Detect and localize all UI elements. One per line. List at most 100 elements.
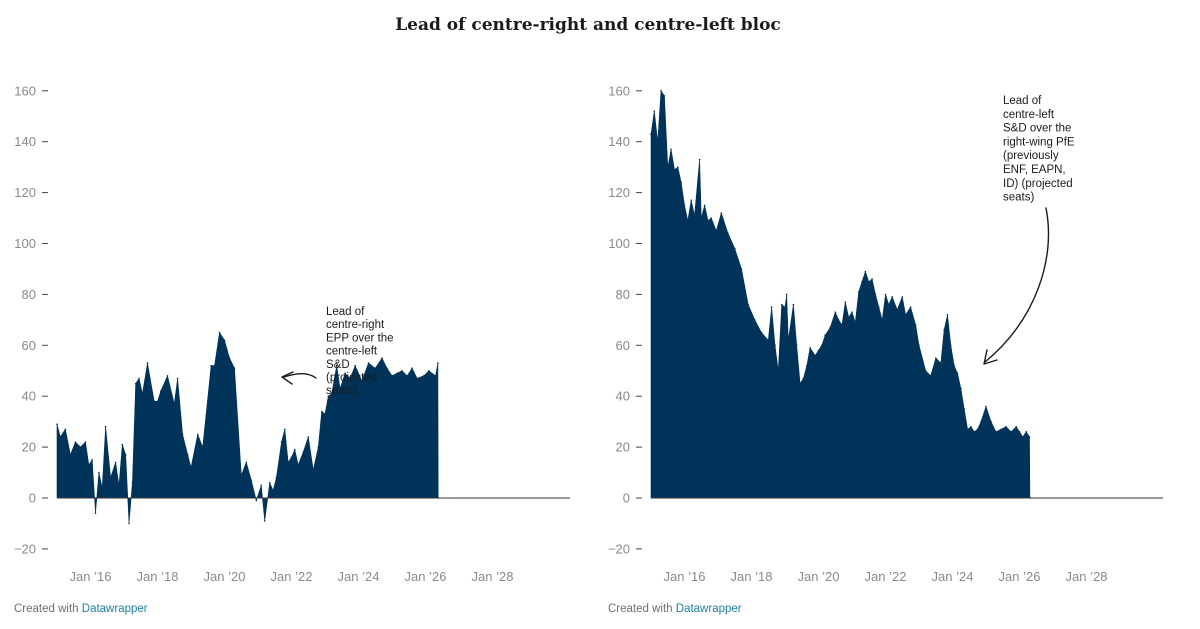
data-point [653, 110, 656, 112]
data-point [354, 364, 357, 367]
data-point [280, 441, 283, 443]
data-point [1022, 436, 1024, 438]
data-point [767, 339, 770, 342]
data-point [141, 392, 144, 395]
data-point [754, 319, 756, 321]
data-point [700, 217, 703, 219]
y-tick-label: 20 [616, 440, 630, 455]
data-point [374, 367, 377, 370]
data-point [201, 446, 204, 448]
data-point [324, 413, 326, 415]
y-tick-label: 80 [616, 287, 630, 302]
data-point [297, 464, 300, 466]
data-point [263, 520, 266, 522]
data-point [950, 344, 952, 347]
data-point [693, 214, 696, 217]
data-point [153, 400, 155, 403]
data-point [834, 311, 837, 314]
data-point [59, 436, 62, 438]
data-point [698, 158, 701, 161]
data-point [84, 441, 87, 443]
data-point [824, 334, 826, 336]
data-point [844, 301, 847, 303]
annotation-text: Lead of centre-right EPP over the centre-le… [326, 306, 394, 397]
data-point [250, 479, 253, 482]
data-point [121, 443, 124, 446]
data-point [223, 339, 226, 342]
data-point [973, 431, 976, 433]
data-point [707, 219, 709, 222]
data-point [821, 344, 823, 347]
data-point [837, 319, 840, 321]
data-point [884, 293, 887, 296]
data-point [74, 441, 77, 443]
data-point [881, 319, 883, 321]
data-point [861, 280, 863, 283]
data-point [361, 380, 363, 382]
data-point [785, 293, 788, 296]
y-tick-label: 60 [616, 338, 630, 353]
data-point [411, 367, 413, 370]
annotation-text: Lead of centre-left S&D over the right-wing… [1003, 95, 1075, 204]
data-point [367, 362, 370, 364]
data-point [1015, 425, 1017, 428]
data-point [677, 166, 679, 168]
data-point [176, 377, 179, 380]
y-tick-label: 140 [14, 134, 36, 149]
data-point [160, 390, 162, 392]
data-point [131, 481, 134, 484]
data-point [703, 204, 706, 207]
data-point [181, 433, 184, 436]
data-point [268, 481, 271, 484]
y-tick-label: −20 [608, 541, 630, 556]
data-point [79, 446, 82, 448]
data-point [909, 306, 912, 308]
data-point [851, 311, 853, 314]
data-point [829, 326, 831, 329]
data-point [874, 293, 877, 296]
y-tick-label: 40 [616, 389, 630, 404]
data-point [976, 428, 979, 431]
data-point [1028, 436, 1031, 438]
data-point [868, 280, 870, 283]
y-tick-label: 40 [22, 389, 36, 404]
datawrapper-link[interactable]: Datawrapper [81, 603, 148, 615]
data-point [809, 347, 811, 349]
data-point [124, 453, 127, 456]
data-point [847, 316, 850, 319]
data-point [667, 166, 669, 168]
annotation-arrow [984, 207, 1050, 363]
data-point [787, 339, 790, 342]
data-point [806, 364, 808, 367]
data-point [287, 461, 290, 464]
data-point [802, 377, 805, 380]
data-point [901, 296, 904, 298]
data-point [275, 476, 278, 479]
data-point [344, 372, 346, 375]
data-point [914, 324, 917, 326]
data-point [940, 362, 942, 364]
data-point [656, 140, 659, 143]
data-point [857, 291, 860, 293]
data-point [960, 387, 962, 390]
datawrapper-link[interactable]: Datawrapper [675, 603, 742, 615]
data-point [970, 425, 972, 428]
data-point [1010, 431, 1012, 433]
data-point [891, 296, 893, 298]
data-point [946, 314, 949, 316]
data-point [386, 367, 388, 370]
data-point [814, 354, 816, 357]
data-point [196, 433, 199, 436]
data-point [817, 349, 820, 352]
data-point [1018, 431, 1021, 433]
data-point [104, 425, 107, 428]
chart-title: Lead of centre-right and centre-left blo… [395, 15, 781, 35]
data-point [327, 395, 330, 398]
y-tick-label: 0 [623, 491, 630, 506]
data-point [228, 357, 231, 359]
y-tick-label: 80 [22, 287, 36, 302]
data-point [943, 329, 945, 331]
data-point [210, 364, 212, 367]
data-point [128, 522, 130, 525]
data-point [69, 453, 72, 456]
